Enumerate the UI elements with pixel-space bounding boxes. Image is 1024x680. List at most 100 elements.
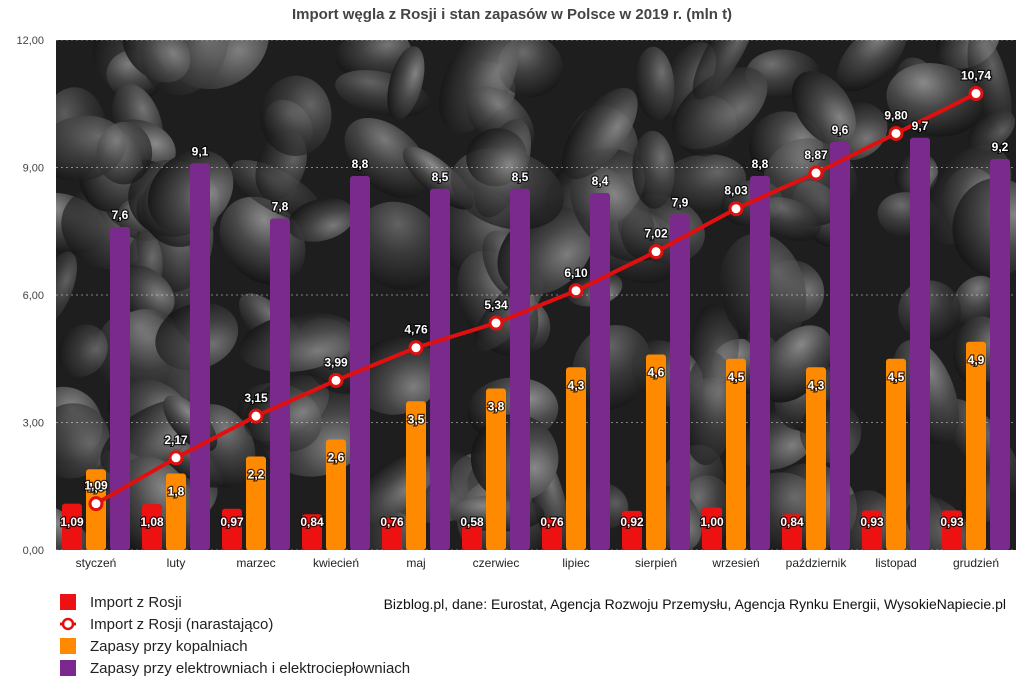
coal-lump bbox=[635, 46, 675, 122]
cumulative-data-label: 2,17 bbox=[164, 433, 188, 447]
cumulative-point bbox=[328, 372, 344, 388]
bar bbox=[566, 367, 586, 550]
bar-data-label: 0,58 bbox=[460, 515, 484, 529]
bar-data-label: 3,8 bbox=[488, 400, 505, 414]
coal-lump bbox=[287, 198, 355, 242]
cumulative-data-label: 10,74 bbox=[961, 69, 991, 83]
bar bbox=[142, 504, 162, 550]
bar-data-label: 9,6 bbox=[832, 123, 849, 137]
cumulative-point bbox=[408, 340, 424, 356]
y-tick-label: 12,00 bbox=[16, 35, 44, 47]
bar bbox=[302, 514, 322, 550]
bar bbox=[486, 388, 506, 550]
coal-lump bbox=[466, 128, 527, 187]
legend-item-cumulative: Import z Rosji (narastająco) bbox=[60, 614, 410, 634]
source-note: Bizblog.pl, dane: Eurostat, Agencja Rozw… bbox=[383, 596, 1006, 612]
coal-lump bbox=[886, 63, 984, 137]
bar-data-label: 0,76 bbox=[380, 515, 404, 529]
coal-lump bbox=[561, 87, 638, 180]
cumulative-data-label: 3,15 bbox=[244, 391, 268, 405]
legend: Import z Rosji Import z Rosji (narastają… bbox=[60, 592, 410, 680]
bar-data-label: 9,7 bbox=[912, 119, 929, 133]
cumulative-point bbox=[648, 244, 664, 260]
coal-lump bbox=[260, 75, 332, 156]
cumulative-line bbox=[88, 86, 984, 512]
y-axis: 0,00 3,00 6,00 9,00 12,00 bbox=[16, 35, 44, 557]
bar-data-label: 1,00 bbox=[700, 515, 724, 529]
bar bbox=[910, 137, 930, 550]
x-axis: styczeń luty marzec kwiecień maj czerwiec lipi… bbox=[76, 556, 999, 570]
x-tick-label: listopad bbox=[875, 556, 916, 570]
bar bbox=[830, 142, 850, 550]
x-tick-label: luty bbox=[167, 556, 186, 570]
coal-lump bbox=[239, 312, 358, 373]
coal-lump bbox=[335, 40, 412, 79]
bar-data-label: 7,9 bbox=[672, 195, 689, 209]
cumulative-data-label: 3,99 bbox=[324, 355, 348, 369]
bar-data-label: 9,2 bbox=[992, 140, 1009, 154]
bar-data-label: 0,84 bbox=[780, 515, 804, 529]
bar-data-label: 1,8 bbox=[168, 485, 185, 499]
cumulative-data-label: 8,03 bbox=[724, 184, 748, 198]
coal-lump bbox=[387, 46, 425, 120]
bar bbox=[246, 456, 266, 550]
cumulative-point bbox=[488, 315, 504, 331]
bar-data-label: 3,5 bbox=[408, 412, 425, 426]
coal-lump bbox=[56, 503, 97, 550]
cumulative-point bbox=[88, 496, 104, 512]
cumulative-point bbox=[568, 283, 584, 299]
bar bbox=[670, 214, 690, 550]
bar bbox=[382, 517, 402, 550]
bar-data-label: 4,5 bbox=[728, 370, 745, 384]
coal-lump bbox=[353, 336, 441, 415]
bar-data-label: 1,9 bbox=[88, 480, 105, 494]
legend-label-cumulative: Import z Rosji (narastająco) bbox=[90, 615, 274, 633]
bar bbox=[326, 439, 346, 550]
bar-data-label: 0,97 bbox=[220, 515, 244, 529]
bar-data-label: 7,6 bbox=[112, 208, 129, 222]
bar bbox=[622, 510, 642, 550]
bar bbox=[702, 507, 722, 550]
bar bbox=[782, 514, 802, 550]
cumulative-data-label: 5,34 bbox=[484, 298, 508, 312]
coal-lump bbox=[967, 40, 1012, 135]
cumulative-point bbox=[168, 450, 184, 466]
bar bbox=[110, 227, 130, 550]
x-tick-label: grudzień bbox=[953, 556, 999, 570]
y-tick-label: 6,00 bbox=[23, 290, 44, 302]
cumulative-data-label: 4,76 bbox=[404, 323, 428, 337]
bar bbox=[222, 508, 242, 550]
y-tick-label: 0,00 bbox=[23, 545, 44, 557]
cumulative-point bbox=[248, 408, 264, 424]
y-tick-label: 3,00 bbox=[23, 418, 44, 430]
bar-data-label: 1,08 bbox=[140, 515, 164, 529]
bar bbox=[166, 473, 186, 550]
cumulative-data-label: 7,02 bbox=[644, 227, 668, 241]
cumulative-data-label: 1,09 bbox=[84, 479, 108, 493]
bar-data-label: 4,3 bbox=[808, 378, 825, 392]
coal-lump bbox=[96, 121, 153, 185]
bar-data-label: 2,6 bbox=[328, 451, 345, 465]
bar-data-label: 9,1 bbox=[192, 144, 209, 158]
legend-label-power: Zapasy przy elektrowniach i elektrociepł… bbox=[90, 659, 411, 677]
bar bbox=[190, 163, 210, 550]
bar bbox=[646, 354, 666, 550]
legend-label-import: Import z Rosji bbox=[90, 593, 182, 611]
bar bbox=[462, 525, 482, 550]
bar bbox=[726, 358, 746, 550]
coal-lump bbox=[952, 275, 1002, 329]
data-labels: 1,09 1,08 0,97 0,84 0,76 0,58 0,76 0,92 1,00 0,84… bbox=[59, 67, 1010, 530]
bar bbox=[750, 176, 770, 550]
x-tick-label: marzec bbox=[236, 556, 275, 570]
legend-swatch-import bbox=[60, 594, 76, 610]
bar-data-label: 0,92 bbox=[620, 515, 644, 529]
coal-lump bbox=[353, 201, 444, 291]
bar bbox=[62, 503, 82, 550]
cumulative-data-label: 9,80 bbox=[884, 109, 908, 123]
bar-data-label: 0,84 bbox=[300, 515, 324, 529]
x-tick-label: czerwiec bbox=[473, 556, 520, 570]
x-tick-label: wrzesień bbox=[711, 556, 759, 570]
bar bbox=[966, 341, 986, 550]
x-tick-label: październik bbox=[786, 556, 848, 570]
legend-item-power: Zapasy przy elektrowniach i elektrociepł… bbox=[60, 658, 410, 678]
